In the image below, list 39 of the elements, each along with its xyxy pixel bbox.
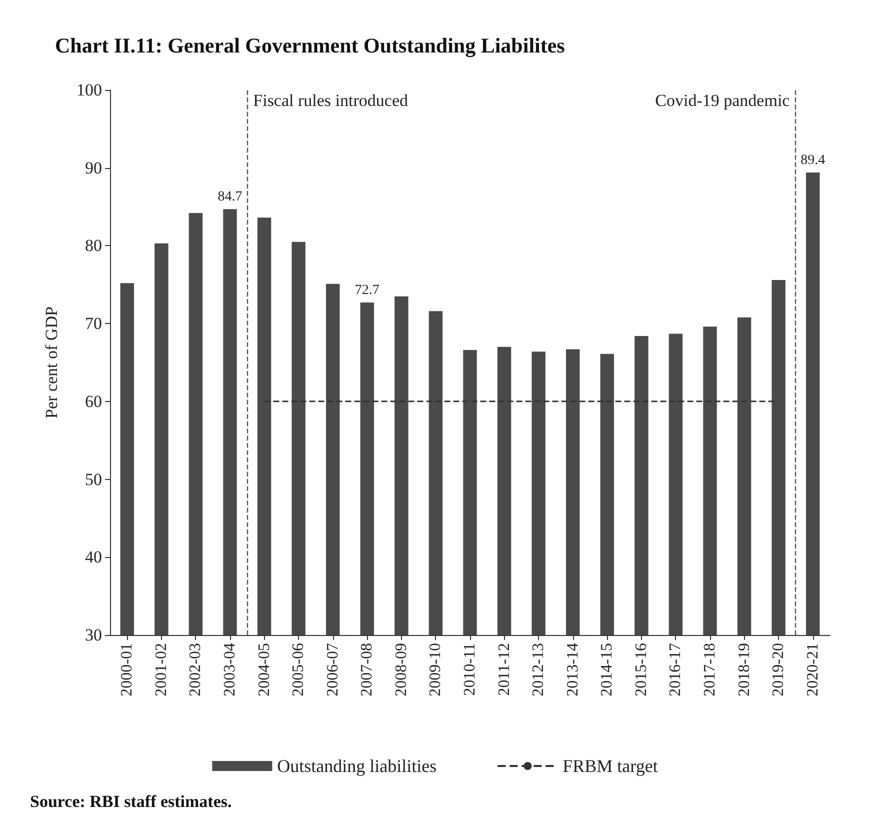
x-tick-label: 2000-01	[118, 643, 136, 696]
x-tick-label: 2005-06	[290, 643, 308, 696]
x-tick-label: 2002-03	[187, 643, 204, 696]
x-tick-label: 2007-08	[358, 643, 376, 696]
x-tick-label: 2011-12	[496, 643, 513, 696]
data-label: 84.7	[218, 190, 242, 205]
x-tick-label: 2019-20	[770, 643, 788, 696]
x-tick-label: 2015-16	[632, 643, 650, 696]
legend-label: FRBM target	[562, 756, 658, 776]
x-tick-label: 2020-21	[804, 643, 822, 696]
y-tick-label: 90	[85, 158, 102, 178]
x-tick-label: 2017-18	[702, 643, 718, 696]
x-tick-label: 2010-11	[462, 643, 478, 696]
source-note: Source: RBI staff estimates.	[30, 792, 232, 811]
x-tick-label: 2012-13	[530, 643, 548, 696]
y-axis-title: Per cent of GDP	[42, 306, 61, 418]
y-tick-label: 60	[85, 392, 102, 411]
x-tick-label: 2003-04	[222, 643, 238, 696]
y-tick-label: 80	[85, 236, 102, 256]
y-tick-label: 70	[85, 314, 102, 334]
chart-title: Chart II.11: General Government Outstanding Liabilites	[55, 34, 565, 58]
x-tick-label: 2009-10	[427, 643, 444, 696]
ref-line-label: Covid-19 pandemic	[655, 91, 790, 110]
x-tick-label: 2013-14	[564, 643, 582, 696]
y-tick-label: 40	[85, 548, 102, 567]
data-label: 89.4	[800, 153, 826, 168]
x-tick-label: 2014-15	[598, 643, 616, 696]
data-label: 72.7	[354, 283, 380, 298]
x-tick-label: 2016-17	[667, 643, 684, 696]
legend-label: Outstanding liabilities	[277, 756, 437, 776]
ref-line-label: Fiscal rules introduced	[253, 91, 408, 110]
x-tick-label: 2006-07	[324, 643, 342, 696]
y-tick-label: 50	[85, 470, 102, 489]
x-tick-label: 2018-19	[736, 643, 753, 696]
y-tick-label: 100	[76, 80, 102, 100]
x-tick-label: 2004-05	[256, 643, 273, 696]
x-tick-label: 2008-09	[392, 643, 410, 696]
y-tick-label: 30	[85, 626, 102, 644]
x-tick-label: 2001-02	[152, 643, 170, 696]
